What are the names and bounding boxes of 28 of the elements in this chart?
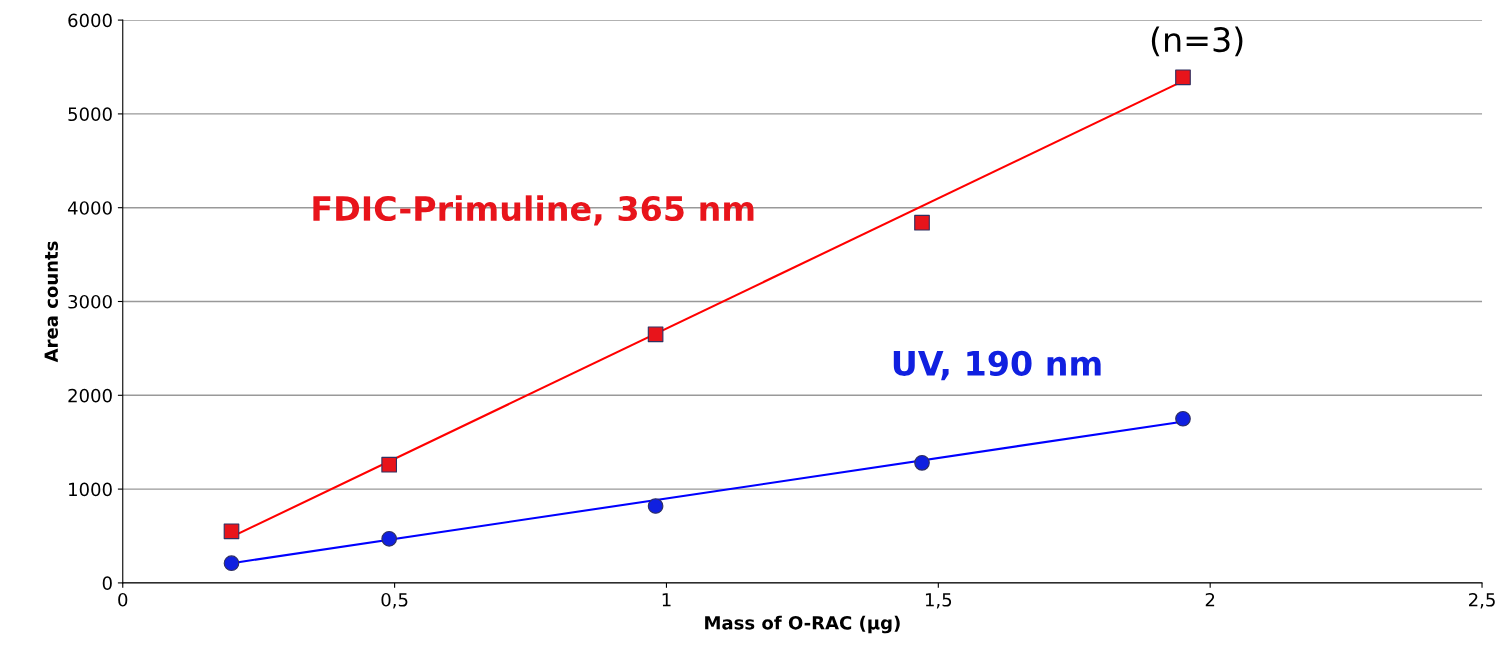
x-tick-label: 1 (662, 593, 671, 607)
point (223, 555, 240, 572)
annotation: (n=3) (1151, 26, 1243, 57)
y-tick-label: 3000 (68, 294, 112, 309)
x-tick-label: 0,5 (381, 592, 408, 609)
y-tick-label: 5000 (68, 107, 112, 122)
point (1175, 69, 1191, 86)
point (647, 498, 664, 514)
x-tick-label: 1,5 (925, 593, 952, 609)
y-tick-label: 4000 (67, 201, 112, 215)
y-axis-title: Area counts (44, 241, 59, 363)
point (381, 456, 398, 473)
text: UV, 190 nm (893, 350, 1101, 381)
x-tick-label: 0 (118, 592, 128, 607)
x-tick-label: 2,5 (1469, 592, 1495, 609)
x-axis-title: Mass of O-RAC (µg) (705, 615, 900, 634)
x-tick-label: 2 (1205, 592, 1215, 607)
y-tick-label: 0 (102, 576, 112, 591)
text: FDIC-Primuline, 365 nm (313, 195, 754, 226)
point (914, 214, 930, 231)
y-tick-label: 6000 (68, 13, 112, 28)
y-tick-label: 1000 (69, 482, 112, 497)
point (381, 530, 398, 547)
y-tick-label: 2000 (68, 388, 112, 403)
point (914, 454, 930, 471)
point (1175, 410, 1191, 427)
point (647, 326, 664, 343)
point (223, 523, 240, 540)
